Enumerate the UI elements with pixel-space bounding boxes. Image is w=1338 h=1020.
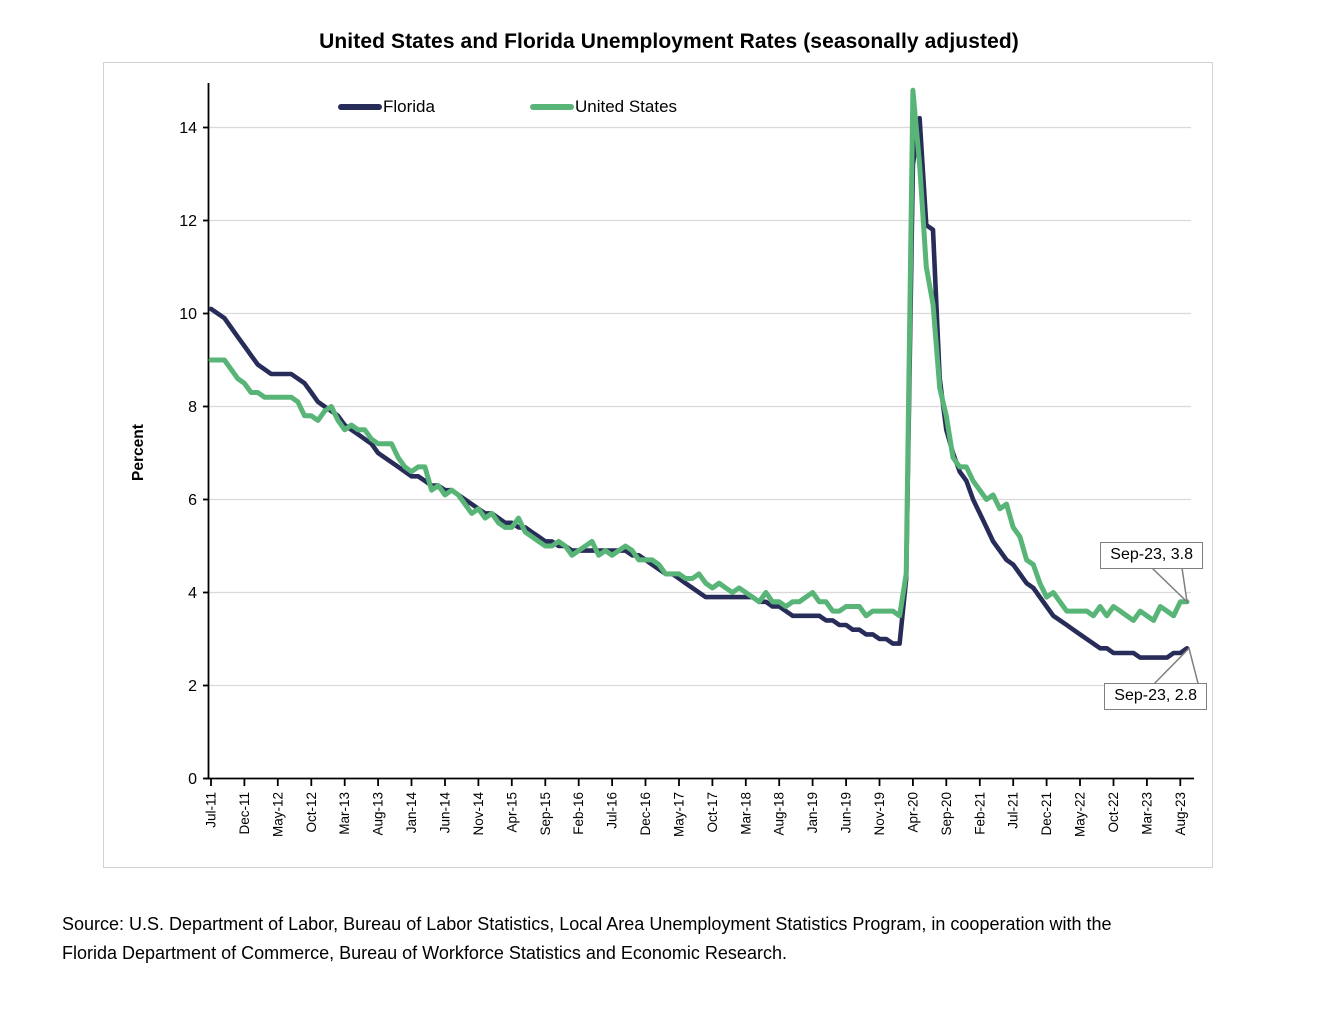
x-tick-label: Mar-23 bbox=[1139, 792, 1154, 835]
x-tick-label: Aug-23 bbox=[1173, 792, 1188, 836]
x-tick-label: Jul-16 bbox=[605, 792, 620, 829]
x-tick-label: Oct-22 bbox=[1106, 792, 1121, 833]
us-legend-swatch bbox=[529, 104, 574, 110]
y-tick-label: 14 bbox=[179, 120, 197, 137]
us-legend-label: United States bbox=[574, 97, 678, 116]
x-tick-label: Apr-20 bbox=[905, 792, 920, 833]
x-tick-label: Feb-16 bbox=[571, 792, 586, 835]
x-tick-label: Dec-11 bbox=[237, 792, 252, 835]
callout-pointer-us bbox=[1150, 567, 1189, 604]
united-states-series-line bbox=[208, 87, 1190, 623]
x-tick-label: Sep-20 bbox=[939, 792, 954, 836]
legend-item-united-states: United States bbox=[529, 97, 678, 117]
source-line-1: Source: U.S. Department of Labor, Bureau… bbox=[62, 914, 1112, 934]
x-tick-label: May-22 bbox=[1073, 792, 1088, 837]
chart-canvas: 0 2 4 6 8 10 12 14 Jul-11 Dec-11 May-12 Oct-12 Mar-1… bbox=[179, 83, 1200, 837]
x-tick-label: Sep-15 bbox=[538, 792, 553, 836]
y-tick-label: 10 bbox=[179, 306, 197, 323]
x-tick-label: Jun-14 bbox=[438, 792, 453, 834]
legend: Florida United States bbox=[338, 97, 677, 117]
x-tick-label: May-17 bbox=[672, 792, 687, 837]
x-tick-label: Oct-12 bbox=[304, 792, 319, 833]
y-tick-label: 12 bbox=[179, 213, 197, 230]
annotation-callout-us: Sep-23, 3.8 bbox=[1100, 542, 1203, 569]
x-tick-label: Nov-19 bbox=[872, 792, 887, 836]
x-tick-label: Feb-21 bbox=[972, 792, 987, 835]
x-tick-label: May-12 bbox=[270, 792, 285, 837]
annotation-callout-florida: Sep-23, 2.8 bbox=[1104, 683, 1207, 710]
chart-area: 0 2 4 6 8 10 12 14 Jul-11 Dec-11 May-12 Oct-12 Mar-1… bbox=[103, 62, 1213, 868]
x-tick-label: Jan-14 bbox=[404, 792, 419, 834]
y-axis-title: Percent bbox=[130, 424, 147, 481]
florida-legend-swatch bbox=[338, 104, 382, 110]
x-tick-label: Aug-18 bbox=[772, 792, 787, 836]
x-tick-label: Oct-17 bbox=[705, 792, 720, 833]
x-tick-label: Nov-14 bbox=[471, 792, 486, 836]
source-line-2: Florida Department of Commerce, Bureau o… bbox=[62, 942, 787, 963]
x-tick-label: Aug-13 bbox=[371, 792, 386, 836]
chart-title: United States and Florida Unemployment R… bbox=[319, 30, 1019, 53]
florida-legend-label: Florida bbox=[383, 97, 435, 116]
y-tick-label: 6 bbox=[188, 492, 197, 509]
x-tick-label: Dec-21 bbox=[1039, 792, 1054, 836]
y-tick-label: 8 bbox=[188, 399, 197, 416]
x-tick-label: Dec-16 bbox=[638, 792, 653, 836]
y-tick-label: 4 bbox=[188, 585, 197, 602]
x-tick-label: Mar-18 bbox=[738, 792, 753, 835]
x-tick-label: Apr-15 bbox=[504, 792, 519, 833]
legend-item-florida: Florida bbox=[338, 97, 435, 117]
x-tick-label: Jun-19 bbox=[839, 792, 854, 833]
x-tick-label: Jul-21 bbox=[1006, 792, 1021, 829]
x-tick-label: Jan-19 bbox=[805, 792, 820, 833]
source-note: Source: U.S. Department of Labor, Bureau… bbox=[62, 910, 1242, 967]
y-tick-label: 0 bbox=[188, 771, 197, 788]
x-tick-label: Mar-13 bbox=[337, 792, 352, 835]
florida-series-line bbox=[208, 115, 1190, 660]
x-tick-label: Jul-11 bbox=[204, 792, 219, 828]
y-tick-label: 2 bbox=[188, 678, 197, 695]
